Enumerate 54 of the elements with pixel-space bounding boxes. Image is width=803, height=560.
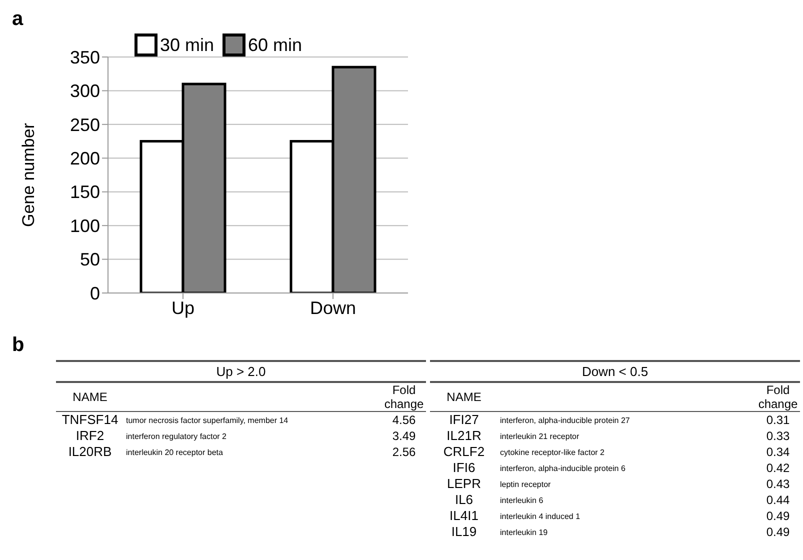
- text: IL20RB: [67, 444, 113, 460]
- text: 0.49: [765, 524, 791, 540]
- text: Fold change: [383, 383, 425, 412]
- text: 0.42: [765, 460, 791, 476]
- text: IRF2: [74, 428, 106, 444]
- text: interferon, alpha-inducible protein 6: [499, 462, 626, 475]
- y-tick-label: 350: [70, 47, 100, 68]
- text: IL19: [450, 524, 478, 540]
- text: interleukin 21 receptor: [499, 430, 580, 443]
- text: 4.56: [391, 412, 417, 428]
- text: tumor necrosis factor superfamily, member 14: [125, 414, 290, 427]
- y-tick-label: 50: [80, 250, 100, 270]
- legend-label: 30 min: [160, 34, 214, 56]
- y-tick-label: 100: [70, 216, 100, 236]
- text: IL4I1: [448, 508, 480, 524]
- text: IL21R: [446, 428, 482, 444]
- y-tick-label: 0: [90, 283, 100, 304]
- y-tick-label: 300: [70, 81, 100, 102]
- text: 2.56: [391, 444, 417, 460]
- text: interleukin 19: [499, 526, 549, 538]
- text: NAME: [446, 389, 482, 406]
- text: TNFSF14: [60, 412, 120, 428]
- text: IL6: [454, 492, 474, 508]
- text: cytokine receptor-like factor 2: [499, 446, 606, 459]
- y-axis-title: Gene number: [19, 122, 38, 227]
- text: interleukin 20 receptor beta: [125, 446, 224, 459]
- text: interleukin 6: [499, 494, 544, 506]
- text: Down < 0.5: [430, 360, 800, 383]
- text: NAME: [72, 389, 108, 406]
- text: 0.31: [765, 412, 791, 428]
- text: interferon regulatory factor 2: [125, 430, 228, 443]
- y-tick-label: 150: [70, 182, 100, 202]
- text: leptin receptor: [499, 478, 552, 491]
- text: 3.49: [391, 428, 417, 444]
- text: interferon, alpha-inducible protein 27: [499, 414, 631, 427]
- legend-label: 60 min: [248, 34, 302, 56]
- x-tick-label: Down: [310, 298, 356, 318]
- text: CRLF2: [442, 444, 486, 460]
- x-tick-label: Up: [171, 298, 195, 318]
- y-tick-label: 200: [70, 148, 100, 169]
- text: Fold change: [757, 383, 799, 412]
- text: IFI6: [452, 460, 476, 476]
- y-tick-label: 250: [70, 114, 100, 135]
- text: LEPR: [446, 476, 482, 492]
- text: 0.33: [765, 428, 791, 444]
- text: a: [12, 8, 24, 31]
- text: b: [12, 334, 24, 357]
- text: 0.43: [765, 476, 791, 492]
- text: 0.44: [765, 492, 791, 508]
- text: interleukin 4 induced 1: [499, 510, 582, 522]
- text: 0.34: [765, 444, 791, 460]
- text: Up > 2.0: [56, 360, 426, 383]
- text: 0.49: [765, 508, 791, 524]
- text: IFI27: [448, 412, 480, 428]
